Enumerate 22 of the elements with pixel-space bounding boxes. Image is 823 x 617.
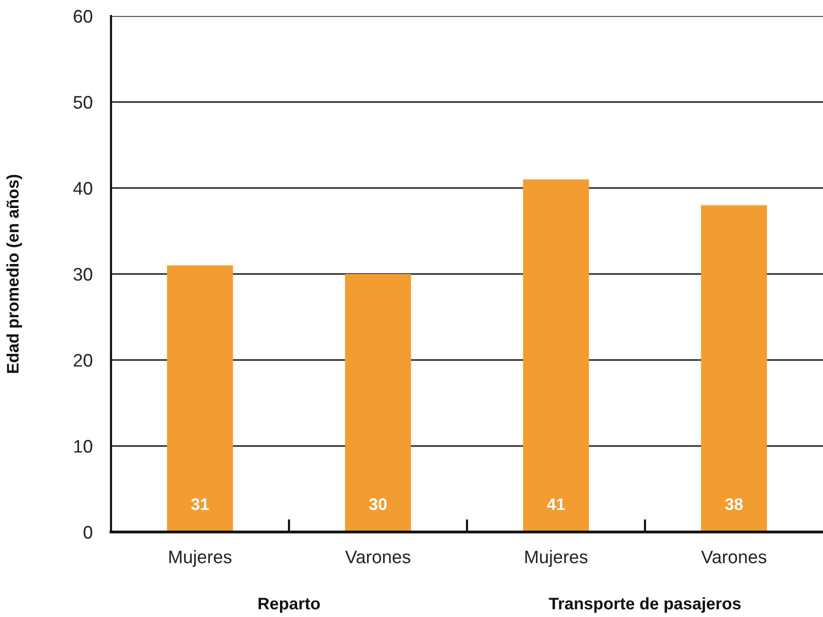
- y-tick-label: 10: [74, 440, 92, 453]
- y-tick-label: 40: [73, 182, 92, 195]
- y-tick-label: 0: [84, 526, 92, 539]
- x-tick-label: Mujeres: [169, 550, 232, 567]
- data-label: 31: [191, 498, 209, 510]
- bar: [701, 205, 767, 532]
- bar: [345, 274, 411, 532]
- data-label: 38: [725, 498, 743, 510]
- data-label: 30: [369, 498, 387, 510]
- y-tick-label: 60: [74, 10, 92, 23]
- y-axis-title: Edad promedio (en años): [6, 174, 22, 373]
- text: Transporte de pasajeros: [548, 597, 741, 613]
- x-tick-label: Varones: [345, 550, 410, 564]
- text: Reparto: [258, 598, 320, 613]
- x-tick-label: Mujeres: [525, 550, 588, 567]
- bar: [523, 179, 589, 532]
- y-tick-label: 30: [74, 268, 92, 281]
- bar: [167, 265, 233, 532]
- data-label: 41: [546, 498, 565, 510]
- x-tick-label: Varones: [701, 550, 766, 564]
- y-tick-label: 50: [74, 96, 92, 109]
- y-tick-label: 20: [74, 354, 92, 367]
